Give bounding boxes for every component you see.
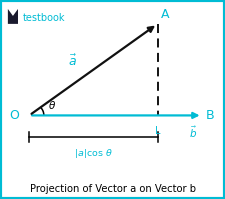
Text: Projection of Vector a on Vector b: Projection of Vector a on Vector b: [29, 184, 196, 194]
Text: $\vec{b}$: $\vec{b}$: [189, 125, 198, 140]
Polygon shape: [8, 9, 18, 24]
Text: $|a|\cos\,\theta$: $|a|\cos\,\theta$: [74, 147, 113, 160]
Text: $\vec{a}$: $\vec{a}$: [68, 54, 78, 69]
Text: O: O: [9, 109, 19, 122]
Text: testbook: testbook: [22, 13, 65, 23]
Text: A: A: [161, 8, 169, 21]
Text: L: L: [155, 126, 160, 136]
Text: B: B: [206, 109, 214, 122]
Text: $\theta$: $\theta$: [48, 100, 56, 111]
